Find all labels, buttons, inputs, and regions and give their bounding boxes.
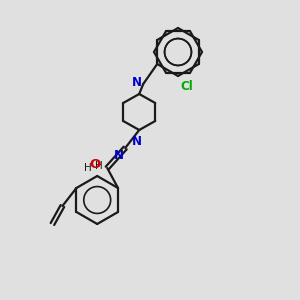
Text: N: N <box>132 135 142 148</box>
Text: O: O <box>90 158 101 171</box>
Text: Cl: Cl <box>180 80 193 93</box>
Text: H: H <box>85 163 92 173</box>
Text: N: N <box>114 149 124 162</box>
Text: H: H <box>95 161 103 171</box>
Text: N: N <box>132 76 142 89</box>
